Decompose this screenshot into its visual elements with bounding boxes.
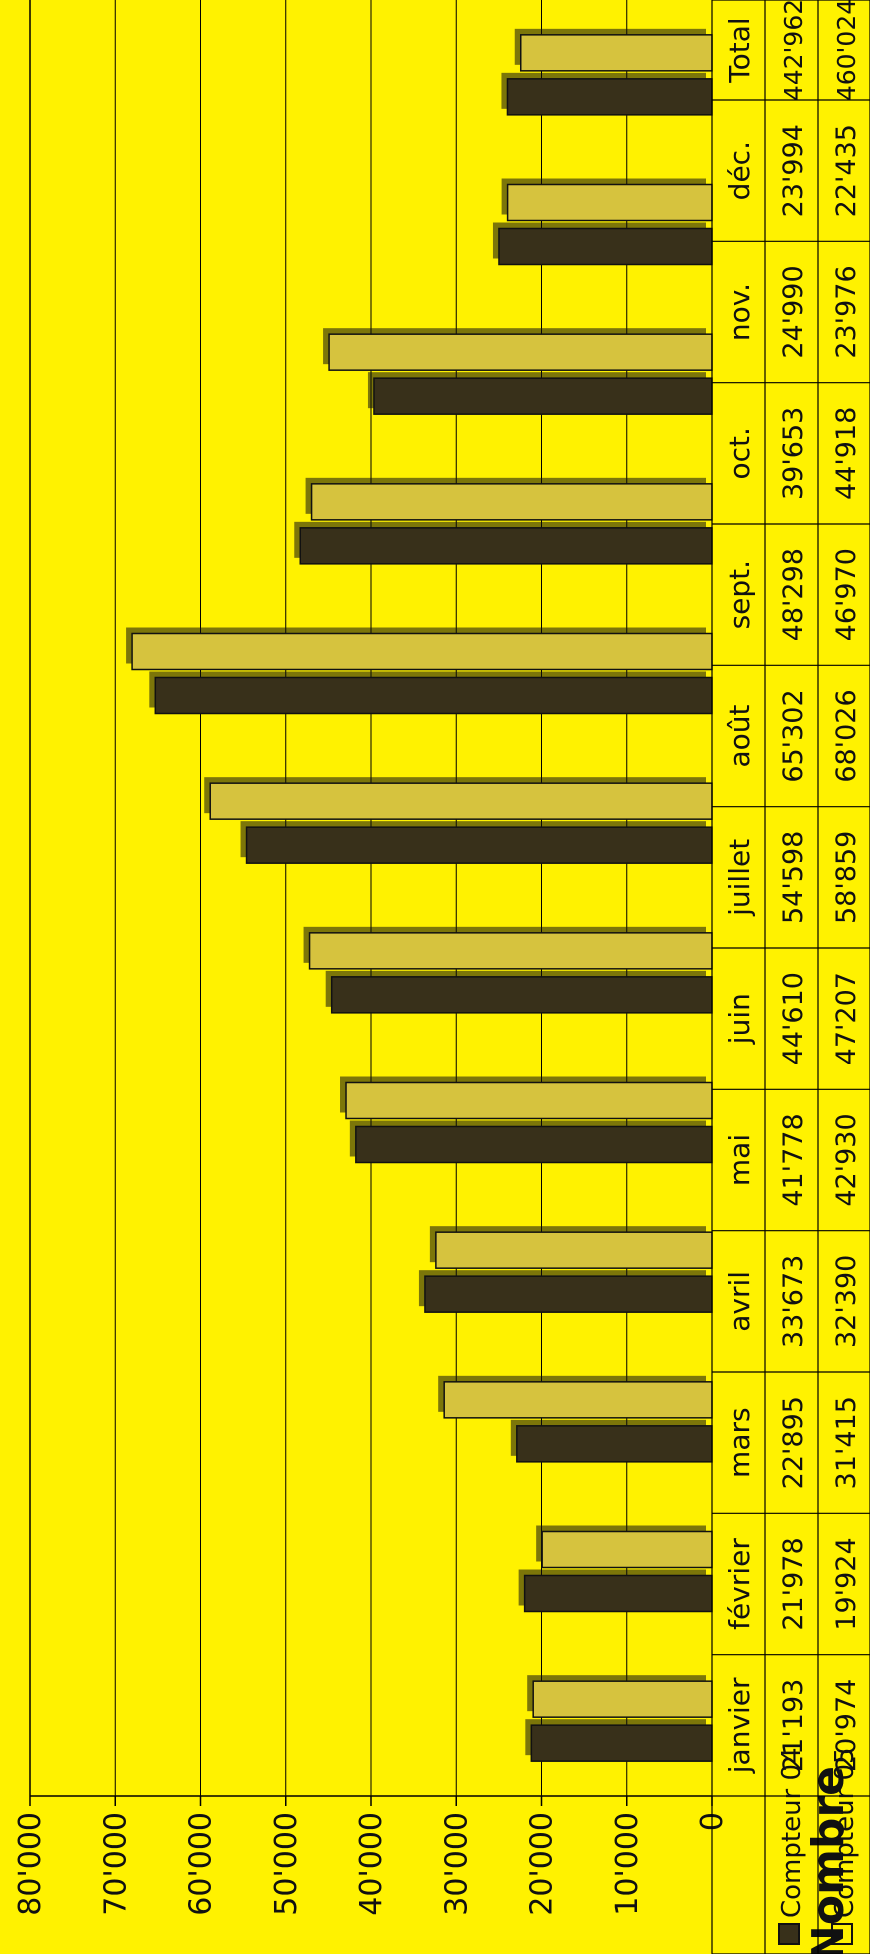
month-label: juin [723,993,756,1045]
table-cell-value: 42'930 [831,1113,862,1206]
total-header: Total [723,17,756,83]
bar [519,34,713,72]
table-cell-value: 23'994 [778,124,809,217]
month-label: février [723,1538,756,1630]
month-label: oct. [723,427,756,479]
table-cell-value: 48'298 [778,548,809,641]
table-cell-value: 19'924 [831,1537,862,1630]
table-cell-value: 21'193 [778,1679,809,1772]
bar [355,1125,713,1164]
y-tick-label: 70'000 [98,1812,133,1916]
bar [330,976,713,1014]
month-label: mars [723,1407,756,1478]
table-cell-value: 58'859 [831,831,862,924]
bar [373,377,713,415]
bar [345,1081,713,1120]
legend-swatch [778,1923,800,1945]
table-cell-value: 24'990 [778,265,809,358]
y-axis-ticks: 010'00020'00030'00040'00050'00060'00070'… [13,1812,730,1916]
bar [299,527,713,565]
y-tick-label: 50'000 [269,1812,304,1916]
bar [308,932,713,970]
legend-swatch [831,1923,853,1945]
legend-label: Compteur 05 [830,1747,860,1918]
table-cell-value: 44'610 [778,972,809,1065]
month-label: janvier [723,1677,756,1774]
table-cell-value: 44'918 [831,407,862,500]
bar [506,183,713,222]
y-tick-label: 80'000 [13,1812,48,1916]
table-cell-value: 20'974 [831,1679,862,1772]
bar [506,78,713,116]
table-cell-value: 22'435 [831,124,862,217]
table-cell-value: 41'778 [778,1113,809,1206]
table-cell-value: 54'598 [778,831,809,924]
month-label: déc. [723,141,756,200]
month-label: sept. [723,560,756,629]
bar [154,676,713,715]
table-cell-value: 65'302 [778,689,809,782]
table-cell-value: 23'976 [831,265,862,358]
table-cell-value: 68'026 [831,689,862,782]
month-label: juillet [723,839,756,917]
y-tick-label: 60'000 [184,1812,219,1916]
month-label: nov. [723,283,756,341]
y-tick-label: 20'000 [525,1812,560,1916]
bar [209,782,713,820]
bar [532,1680,713,1718]
bar [245,826,713,864]
bar [443,1381,713,1419]
bar [530,1724,713,1762]
bar [516,1425,713,1463]
month-label: août [723,704,756,767]
bar [328,333,713,371]
y-tick-label: 10'000 [610,1812,645,1916]
table-cell-value: 47'207 [831,972,862,1065]
bars [126,28,713,1762]
table-cell-value: 31'415 [831,1396,862,1489]
bar [498,227,713,266]
bar [523,1574,713,1613]
bar [424,1275,713,1313]
table-cell-value: 22'895 [778,1396,809,1489]
table-cell-value: 33'673 [778,1255,809,1348]
y-axis-title: Nombre [803,1766,854,1954]
y-tick-label: 40'000 [354,1812,389,1916]
table-cell-value: 46'970 [831,548,862,641]
table-cell-value: 21'978 [778,1537,809,1630]
bar [310,483,713,521]
table-total-value: 442'962 [779,0,808,101]
month-label: avril [723,1271,756,1332]
bar [435,1231,713,1269]
month-label: mai [723,1134,756,1186]
bar [541,1530,713,1569]
bar [131,632,713,671]
table-total-value: 460'024 [832,0,861,101]
data-table: janvier février mars avril mai juin juillet aoû… [711,0,870,1954]
y-tick-label: 30'000 [439,1812,474,1916]
table-cell-value: 39'653 [778,407,809,500]
table-cell-value: 32'390 [831,1255,862,1348]
legend-label: Compteur 04 [777,1747,807,1918]
